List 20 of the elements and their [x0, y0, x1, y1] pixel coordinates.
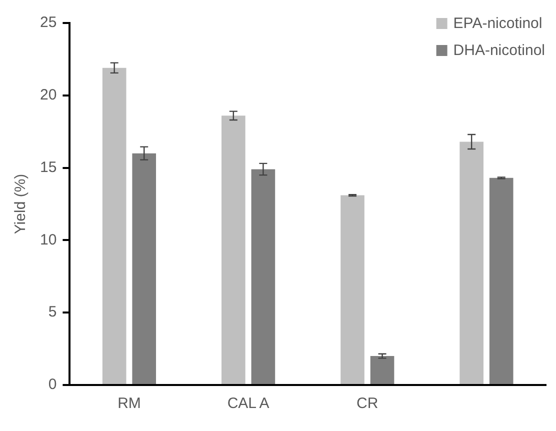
y-tick-label: 0 — [48, 376, 57, 394]
y-axis-title: Yield (%) — [12, 174, 30, 234]
bar — [460, 142, 484, 384]
y-tick-label: 25 — [40, 14, 57, 32]
x-tick-label: CAL A — [227, 395, 270, 412]
legend-label: EPA-nicotinol — [453, 15, 542, 32]
bar — [132, 153, 156, 384]
bar — [340, 195, 364, 384]
y-tick-label: 10 — [40, 231, 57, 248]
x-tick-label: RM — [118, 395, 141, 412]
x-tick-label: CR — [356, 395, 378, 412]
legend-label: DHA-nicotinol — [453, 42, 546, 60]
bar — [102, 68, 126, 384]
bar — [370, 356, 394, 384]
bar — [251, 169, 276, 384]
bar — [489, 178, 514, 384]
y-tick-label: 20 — [40, 86, 57, 104]
y-tick-label: 5 — [48, 304, 57, 321]
y-tick-label: 15 — [40, 158, 57, 176]
bar — [222, 116, 246, 384]
